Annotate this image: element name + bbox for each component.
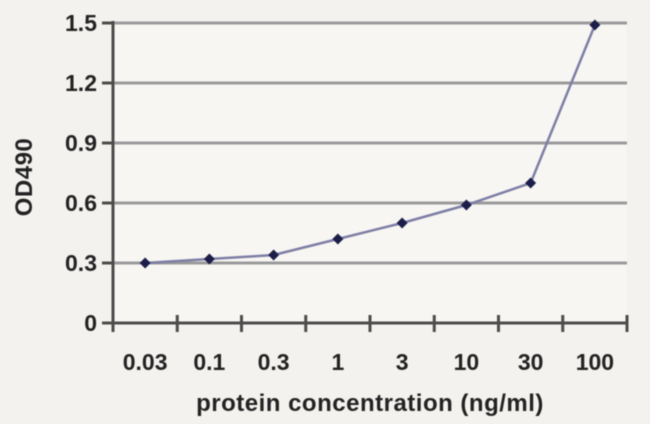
data-point-marker (525, 177, 537, 189)
x-tick-label: 30 (518, 349, 544, 375)
series-line (145, 24, 597, 265)
x-tick-label: 0.1 (193, 349, 225, 375)
x-axis-title: protein concentration (ng/ml) (196, 390, 544, 417)
x-tick-label: 3 (396, 349, 409, 375)
data-point-marker (589, 19, 601, 31)
data-point-marker (139, 257, 151, 269)
y-tick-label: 0.3 (65, 250, 97, 276)
data-point-marker (203, 253, 215, 265)
y-tick-label: 0 (84, 310, 97, 336)
x-tick-label: 0.03 (123, 349, 168, 375)
x-tick-label: 0.3 (258, 349, 290, 375)
y-tick-label: 1.2 (65, 70, 97, 96)
x-tick-label: 100 (576, 349, 614, 375)
y-tick-label: 1.5 (65, 10, 97, 36)
data-point-marker (396, 217, 408, 229)
data-point-marker (332, 233, 344, 245)
data-point-marker (268, 249, 280, 261)
x-tick-label: 1 (331, 349, 344, 375)
y-tick-label: 0.6 (65, 190, 97, 216)
x-tick-label: 10 (454, 349, 480, 375)
data-point-marker (460, 199, 472, 211)
y-axis-title: OD490 (11, 137, 38, 217)
y-tick-label: 0.9 (65, 130, 97, 156)
plot-background (113, 23, 627, 323)
